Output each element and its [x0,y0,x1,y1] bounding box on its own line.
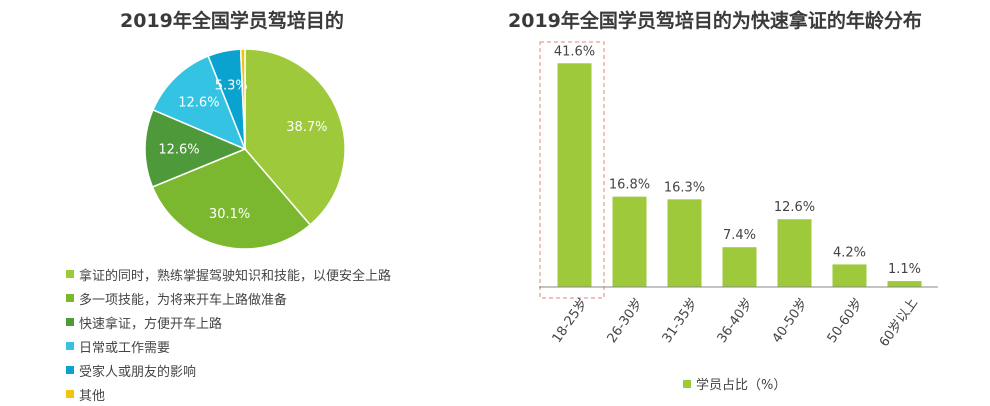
bar [612,196,647,287]
x-tick-label: 26-30岁 [605,296,646,346]
pie-legend-label: 其他 [79,388,106,404]
x-tick-label: 36-40岁 [715,296,756,346]
pie-legend-item: 日常或工作需要 [66,334,391,358]
bar-value-label: 4.2% [833,245,866,260]
pie-slice [151,55,247,151]
pie-legend-item: 多一项技能，为将来开车上路做准备 [66,286,391,310]
x-tick-label: 40-50岁 [770,296,811,346]
pie-legend-swatch [66,318,74,326]
pie-legend-label: 日常或工作需要 [79,340,171,356]
pie-slice-label: 38.7% [286,120,327,135]
bar-chart-title: 2019年全国学员驾培目的为快速拿证的年龄分布 [508,10,922,32]
pie-legend-item: 其他 [66,382,391,406]
pie-slice-label: 5.3% [215,78,248,93]
bar-value-label: 41.6% [554,44,595,59]
pie-chart: 38.7% 30.1% 12.6% 12.6% 5.3% [144,48,346,250]
pie-slice-label: 12.6% [178,96,219,111]
pie-legend-swatch [66,342,74,350]
pie-legend-swatch [66,270,74,278]
pie-slice [144,108,247,188]
pie-legend: 拿证的同时，熟练掌握驾驶知识和技能，以便安全上路 多一项技能，为将来开车上路做准备… [66,262,391,406]
bar-value-label: 16.8% [609,178,650,193]
bar-legend-label: 学员占比（%） [696,378,787,393]
pie-legend-label: 拿证的同时，熟练掌握驾驶知识和技能，以便安全上路 [79,268,392,284]
bar-value-label: 12.6% [774,200,815,215]
pie-legend-label: 多一项技能，为将来开车上路做准备 [79,292,288,308]
x-tick-label: 18-25岁 [550,296,591,346]
bar [667,199,702,287]
pie-legend-item: 受家人或朋友的影响 [66,358,391,382]
x-tick-label: 50-60岁 [825,296,866,346]
bar-legend: 学员占比（%） [683,374,786,393]
bar [832,264,867,287]
bar-value-label: 7.4% [723,228,756,243]
pie-slice-label: 30.1% [209,207,250,222]
pie-legend-swatch [66,390,74,398]
bar-value-label: 1.1% [888,262,921,277]
bar-value-label: 16.3% [664,180,705,195]
pie-legend-item: 快速拿证，方便开车上路 [66,310,391,334]
bar [777,219,812,287]
bar [887,281,922,287]
highlight-box [539,41,605,299]
x-tick-label: 31-35岁 [660,296,701,346]
pie-chart-title: 2019年全国学员驾培目的 [120,10,344,32]
pie-slice [151,148,312,250]
pie-legend-label: 快速拿证，方便开车上路 [79,316,223,332]
pie-legend-item: 拿证的同时，熟练掌握驾驶知识和技能，以便安全上路 [66,262,391,286]
pie-slice [244,48,346,226]
pie-slice [239,48,246,150]
bar [557,63,592,288]
bar-legend-swatch [683,379,691,388]
bar [722,247,757,287]
pie-legend-swatch [66,294,74,302]
pie-slice-label: 12.6% [158,143,199,158]
pie-legend-swatch [66,366,74,374]
pie-legend-label: 受家人或朋友的影响 [79,364,197,380]
x-tick-label: 60岁以上 [877,296,921,350]
